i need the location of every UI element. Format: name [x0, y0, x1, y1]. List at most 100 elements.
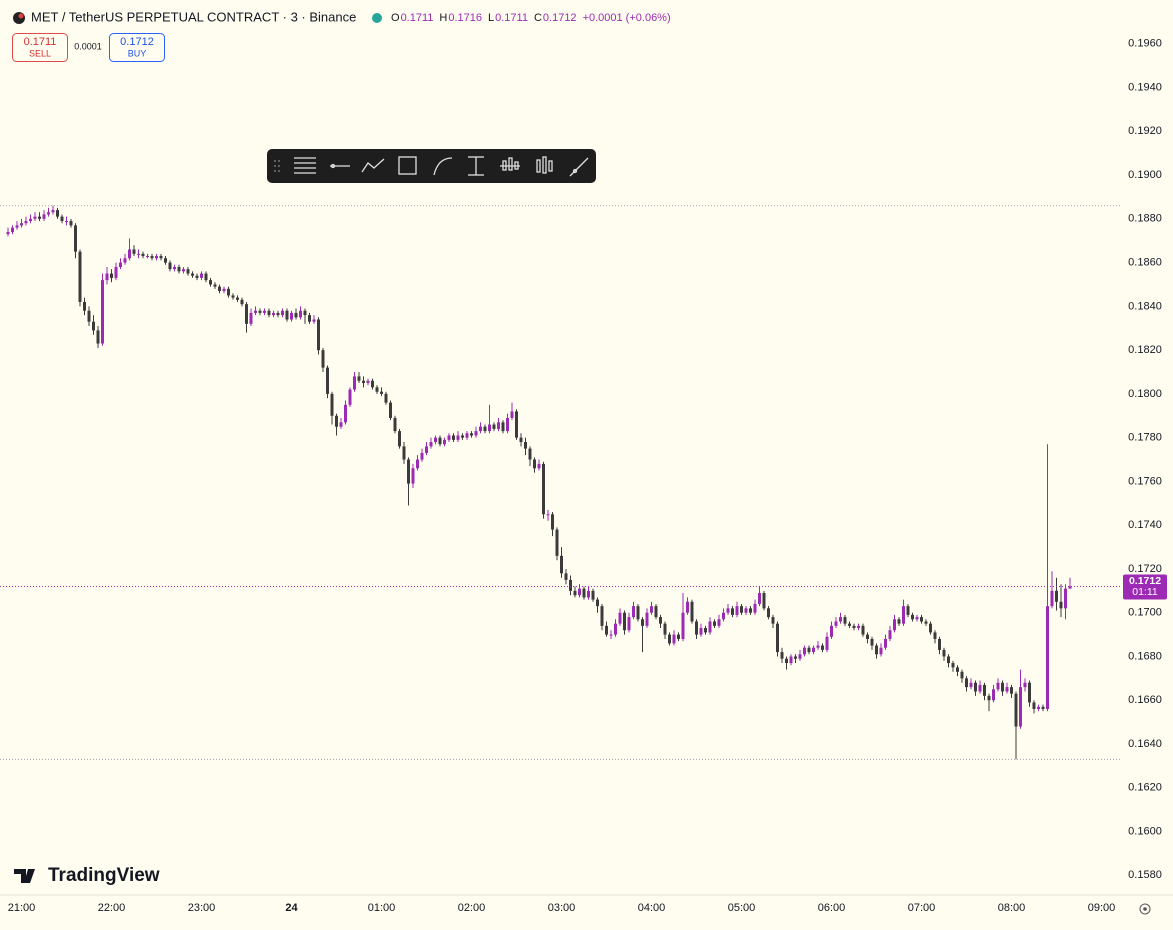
ohlc-key: C: [534, 12, 542, 24]
candle-body: [128, 249, 131, 259]
y-tick-label: 0.1600: [1128, 825, 1162, 837]
buy-label: BUY: [128, 48, 147, 58]
sell-label: SELL: [29, 48, 51, 58]
candle-body: [879, 647, 883, 655]
candle-body: [551, 514, 554, 530]
candle-body: [452, 435, 455, 440]
spread: 0.0001: [74, 41, 102, 51]
candle-body: [51, 210, 55, 213]
candle-body: [155, 256, 158, 259]
y-tick-label: 0.1860: [1128, 256, 1162, 268]
candle-body: [285, 310, 289, 320]
tool-candles[interactable]: [500, 157, 520, 171]
x-tick-label: 24: [285, 902, 298, 914]
market-status[interactable]: [372, 13, 382, 23]
candle-body: [690, 601, 694, 622]
tool-path[interactable]: [361, 158, 385, 173]
candle-body: [173, 266, 176, 270]
candle-body: [1014, 693, 1018, 727]
candle-body: [69, 221, 73, 226]
candle-body: [348, 389, 352, 405]
buy-button[interactable]: [109, 33, 165, 62]
candle-body: [218, 286, 221, 292]
candle-body: [623, 612, 626, 631]
settings-icon[interactable]: [1139, 903, 1151, 915]
candle-body: [825, 636, 829, 650]
candle-body: [605, 625, 608, 635]
candle-body: [974, 682, 977, 692]
tool-rect[interactable]: [398, 156, 417, 175]
candle-body: [164, 258, 167, 263]
candle-body: [258, 310, 262, 313]
y-tick-label: 0.1840: [1128, 300, 1162, 312]
candle-body: [281, 310, 284, 316]
tool-curve[interactable]: [433, 157, 453, 176]
candle-body: [861, 625, 865, 635]
candle-body: [492, 424, 496, 429]
candle-body: [20, 223, 23, 226]
candle-body: [1064, 588, 1067, 609]
candle-body: [344, 404, 347, 423]
candle-body: [420, 452, 424, 460]
candle-body: [762, 593, 766, 609]
candle-body: [978, 684, 982, 692]
candle-body: [15, 225, 19, 228]
tool-range[interactable]: [468, 156, 484, 176]
candle-body: [393, 417, 397, 432]
candle-body: [438, 437, 442, 445]
candle-body: [182, 269, 185, 272]
candle-body: [1001, 682, 1004, 692]
candle-body: [717, 619, 721, 626]
candle-body: [564, 573, 568, 580]
candle-body: [416, 459, 419, 469]
candle-body: [249, 312, 253, 324]
candle-body: [632, 606, 635, 618]
candle-body: [573, 590, 577, 596]
tool-arrow[interactable]: [569, 157, 589, 177]
candle-body: [983, 684, 986, 696]
candle-body: [474, 431, 478, 436]
y-tick-label: 0.1960: [1128, 38, 1162, 50]
candle-body: [1019, 687, 1022, 727]
candle-body: [528, 448, 532, 460]
candle-body: [870, 638, 874, 646]
tool-line[interactable]: [330, 163, 350, 169]
candle-body: [1010, 687, 1013, 694]
sell-button[interactable]: [12, 33, 68, 62]
candle-body: [771, 617, 775, 624]
y-tick-label: 0.1720: [1128, 563, 1162, 575]
candle-body: [137, 253, 140, 255]
candle-body: [681, 612, 685, 639]
candle-body: [560, 555, 563, 574]
y-tick-label: 0.1760: [1128, 475, 1162, 487]
candle-body: [699, 628, 703, 635]
candle-body: [555, 529, 559, 556]
y-tick-label: 0.1580: [1128, 869, 1162, 881]
candle-body: [375, 387, 379, 392]
candle-body: [470, 433, 473, 436]
tool-fib[interactable]: [294, 157, 316, 174]
logo-text: TradingView: [48, 865, 160, 886]
y-tick-label: 0.1740: [1128, 519, 1162, 531]
candle-body: [389, 402, 392, 418]
symbol-title: MET / TetherUS PERPETUAL CONTRACT · 3 · …: [31, 9, 356, 24]
candle-body: [546, 514, 550, 516]
candle-body: [321, 350, 325, 368]
tool-bars[interactable]: [536, 156, 553, 174]
x-tick-label: 05:00: [728, 902, 756, 914]
candle-body: [839, 617, 842, 622]
candle-body: [780, 652, 784, 659]
ohlc-value: 0.1716: [448, 12, 482, 24]
candle-body: [276, 312, 280, 316]
candle-body: [537, 463, 541, 469]
candle-body: [456, 435, 460, 440]
candle-body: [339, 422, 343, 427]
candle-body: [519, 437, 523, 443]
candle-body: [1050, 590, 1054, 607]
candle-body: [132, 249, 136, 254]
candle-body: [591, 590, 595, 600]
candle-body: [308, 315, 311, 322]
y-tick-label: 0.1780: [1128, 432, 1162, 444]
